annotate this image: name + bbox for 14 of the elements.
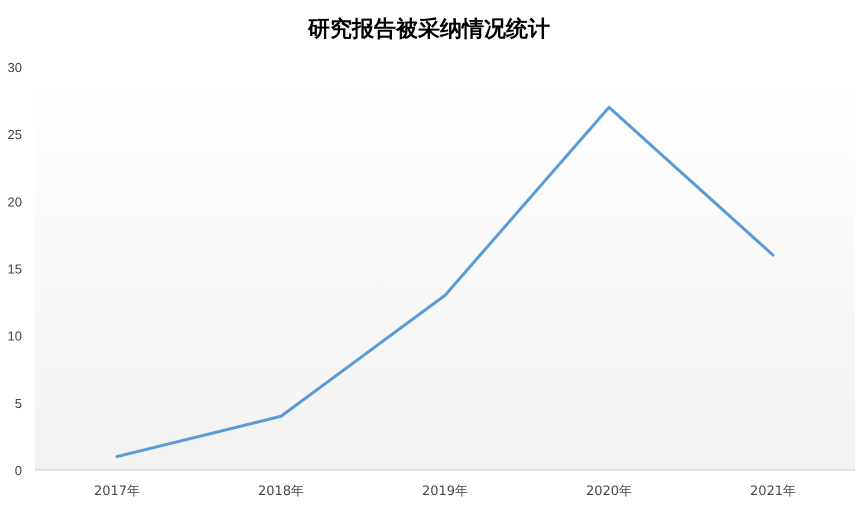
- y-tick-label: 10: [8, 328, 22, 344]
- chart-title: 研究报告被采纳情况统计: [307, 16, 550, 41]
- y-tick-label: 30: [8, 60, 22, 75]
- x-tick-label: 2019年: [422, 484, 468, 499]
- x-tick-label: 2021年: [750, 484, 796, 499]
- x-tick-label: 2018年: [258, 484, 304, 499]
- y-tick-label: 20: [8, 194, 22, 210]
- x-tick-label: 2017年: [94, 484, 140, 499]
- x-tick-label: 2020年: [586, 484, 632, 499]
- y-tick-label: 5: [14, 396, 22, 411]
- line-series: [116, 106, 774, 458]
- y-tick-label: 25: [8, 127, 22, 142]
- y-tick-label: 0: [14, 463, 22, 478]
- y-tick-label: 15: [8, 262, 22, 276]
